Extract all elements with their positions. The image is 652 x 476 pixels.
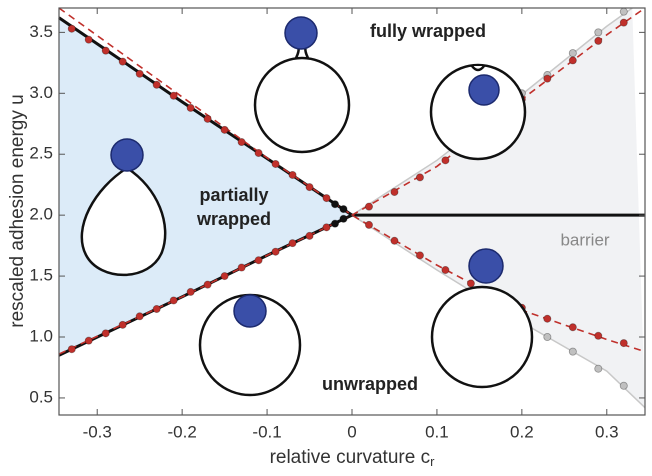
data-point <box>84 35 93 44</box>
data-point <box>568 323 577 332</box>
data-point <box>288 170 297 179</box>
y-tick-label: 2.0 <box>29 205 53 224</box>
neck <box>471 65 485 72</box>
data-point <box>288 239 297 248</box>
x-tick-label: 0.2 <box>510 422 534 441</box>
data-point <box>364 202 373 211</box>
data-point <box>568 347 577 356</box>
data-point <box>254 149 263 158</box>
data-point <box>135 312 144 321</box>
y-axis-label: rescaled adhesion energy u <box>7 94 28 327</box>
y-tick-label: 1.5 <box>29 266 53 285</box>
x-tick-label: -0.1 <box>252 422 281 441</box>
data-point <box>203 114 212 123</box>
data-point <box>390 236 399 245</box>
x-axis-label: relative curvature cr <box>270 447 436 469</box>
cell <box>429 63 527 161</box>
data-point <box>101 46 110 55</box>
y-tick-label: 0.5 <box>29 387 53 406</box>
data-point <box>543 314 552 323</box>
x-label-subscript: r <box>430 454 435 469</box>
data-point <box>568 49 577 58</box>
data-point <box>186 103 195 112</box>
data-point <box>169 296 178 305</box>
data-point <box>619 7 628 16</box>
cell <box>430 285 534 389</box>
data-point <box>619 381 628 390</box>
data-point <box>67 345 76 354</box>
particle <box>233 294 267 328</box>
data-point <box>619 18 628 27</box>
annotation: wrapped <box>196 209 271 229</box>
region <box>352 8 645 408</box>
data-point <box>135 69 144 78</box>
data-point <box>84 336 93 345</box>
data-point <box>220 125 229 134</box>
annotation: fully wrapped <box>370 21 486 41</box>
data-point <box>203 280 212 289</box>
x-label-text: relative curvature c <box>270 447 431 468</box>
data-point <box>543 74 552 83</box>
data-point <box>186 287 195 296</box>
particle <box>110 138 144 172</box>
annotation: barrier <box>560 230 609 249</box>
x-tick-label: -0.2 <box>167 422 196 441</box>
particle <box>284 16 318 50</box>
x-tick-label: 0 <box>347 422 356 441</box>
data-point <box>594 36 603 45</box>
particle <box>468 74 500 106</box>
annotation: partially <box>199 185 268 205</box>
particle <box>468 248 504 284</box>
y-tick-label: 1.0 <box>29 326 53 345</box>
x-tick-label: 0.3 <box>595 422 619 441</box>
data-point <box>271 159 280 168</box>
data-point <box>339 214 348 223</box>
data-point <box>220 272 229 281</box>
data-point <box>594 28 603 37</box>
data-point <box>364 220 373 229</box>
data-point <box>331 200 340 209</box>
data-point <box>305 231 314 240</box>
data-point <box>543 333 552 342</box>
data-point <box>441 265 450 274</box>
data-point <box>594 364 603 373</box>
frame <box>58 7 646 416</box>
data-point <box>331 219 340 228</box>
data-point <box>67 24 76 33</box>
data-point <box>118 320 127 329</box>
data-point <box>237 263 246 272</box>
data-point <box>415 251 424 260</box>
x-tick-label: -0.3 <box>83 422 112 441</box>
cell-illustrations <box>80 16 534 397</box>
x-tick-label: 0.1 <box>425 422 449 441</box>
y-tick-label: 3.5 <box>29 22 53 41</box>
data-point <box>152 304 161 313</box>
data-point <box>466 279 475 288</box>
data-point <box>254 256 263 265</box>
data-point <box>568 56 577 65</box>
data-point <box>305 183 314 192</box>
data-point <box>169 91 178 100</box>
cell <box>253 56 351 154</box>
y-tick-label: 2.5 <box>29 144 53 163</box>
data-point <box>415 173 424 182</box>
data-point <box>271 247 280 256</box>
data-point <box>322 223 331 232</box>
cell <box>80 166 167 277</box>
annotation: unwrapped <box>322 374 418 394</box>
data-point <box>152 80 161 89</box>
data-point <box>339 205 348 214</box>
data-point <box>101 329 110 338</box>
data-point <box>619 339 628 348</box>
data-point <box>322 194 331 203</box>
data-point <box>237 138 246 147</box>
data-point <box>441 156 450 165</box>
y-tick-label: 3.0 <box>29 83 53 102</box>
data-point <box>594 331 603 340</box>
data-point <box>118 57 127 66</box>
data-point <box>390 188 399 197</box>
